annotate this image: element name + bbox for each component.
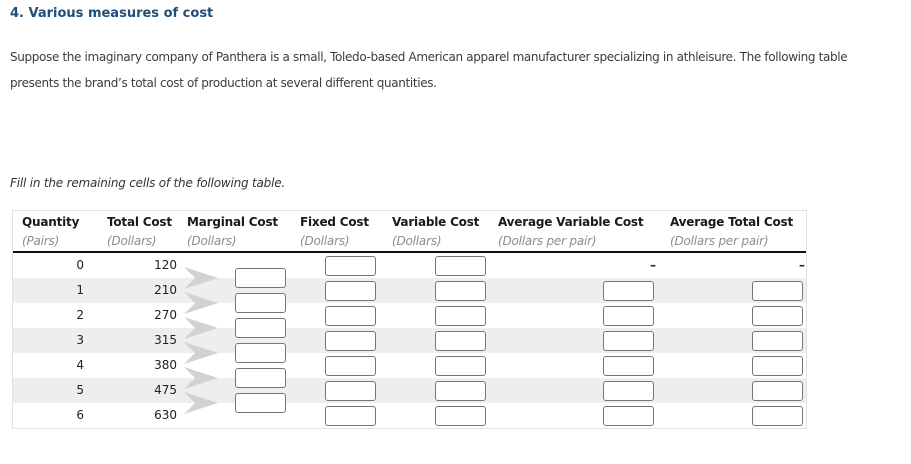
fixed-cost-input-row2[interactable] [325, 306, 376, 326]
table-row [13, 253, 806, 278]
avg-total-cost-input-row5[interactable] [752, 381, 803, 401]
column-header-avg-variable-cost: Average Variable Cost (Dollars per pair) [498, 213, 644, 251]
intro-line: Suppose the imaginary company of Panther… [10, 50, 848, 64]
avg-total-cost-input-row1[interactable] [752, 281, 803, 301]
column-label: Average Variable Cost [498, 215, 644, 229]
marginal-cost-input-row4[interactable] [235, 343, 286, 363]
quantity-cell: 1 [76, 283, 84, 297]
quantity-cell: 5 [76, 383, 84, 397]
column-label: Average Total Cost [670, 215, 794, 229]
avg-variable-cost-input-row5[interactable] [603, 381, 654, 401]
avg-variable-cost-input-row1[interactable] [603, 281, 654, 301]
column-label: Variable Cost [392, 215, 480, 229]
avg-variable-cost-input-row2[interactable] [603, 306, 654, 326]
marginal-cost-chevron-icon [184, 317, 218, 339]
marginal-cost-input-row3[interactable] [235, 318, 286, 338]
table-header: Quantity (Pairs) Total Cost (Dollars) Ma… [13, 211, 806, 253]
column-label: Marginal Cost [187, 215, 278, 229]
variable-cost-input-row0[interactable] [435, 256, 486, 276]
avg-total-cost-dash: – [799, 258, 805, 272]
avg-variable-cost-dash: – [650, 258, 656, 272]
variable-cost-input-row5[interactable] [435, 381, 486, 401]
table-row [13, 278, 806, 303]
column-header-marginal-cost: Marginal Cost (Dollars) [187, 213, 278, 251]
fixed-cost-input-row5[interactable] [325, 381, 376, 401]
column-header-quantity: Quantity (Pairs) [22, 213, 79, 251]
avg-total-cost-input-row2[interactable] [752, 306, 803, 326]
column-unit: (Dollars) [392, 234, 442, 248]
total-cost-cell: 315 [154, 333, 177, 347]
column-header-fixed-cost: Fixed Cost (Dollars) [300, 213, 369, 251]
variable-cost-input-row3[interactable] [435, 331, 486, 351]
column-unit: (Dollars) [187, 234, 237, 248]
marginal-cost-input-row1[interactable] [235, 268, 286, 288]
marginal-cost-chevron-icon [184, 292, 218, 314]
intro-line: presents the brand’s total cost of produ… [10, 76, 437, 90]
avg-variable-cost-input-row3[interactable] [603, 331, 654, 351]
variable-cost-input-row6[interactable] [435, 406, 486, 426]
fixed-cost-input-row4[interactable] [325, 356, 376, 376]
table-row [13, 353, 806, 378]
marginal-cost-input-row6[interactable] [235, 393, 286, 413]
fixed-cost-input-row1[interactable] [325, 281, 376, 301]
intro-paragraph: Suppose the imaginary company of Panther… [10, 44, 848, 96]
quantity-cell: 4 [76, 358, 84, 372]
marginal-cost-chevron-icon [184, 342, 218, 364]
total-cost-cell: 210 [154, 283, 177, 297]
quantity-cell: 3 [76, 333, 84, 347]
fixed-cost-input-row3[interactable] [325, 331, 376, 351]
avg-variable-cost-input-row6[interactable] [603, 406, 654, 426]
column-header-total-cost: Total Cost (Dollars) [107, 213, 172, 251]
column-unit: (Pairs) [22, 234, 60, 248]
avg-variable-cost-input-row4[interactable] [603, 356, 654, 376]
page-title: 4. Various measures of cost [10, 6, 214, 21]
marginal-cost-chevron-icon [184, 392, 218, 414]
quantity-cell: 6 [76, 408, 84, 422]
column-header-variable-cost: Variable Cost (Dollars) [392, 213, 479, 251]
marginal-cost-input-row5[interactable] [235, 368, 286, 388]
fixed-cost-input-row0[interactable] [325, 256, 376, 276]
marginal-cost-input-row2[interactable] [235, 293, 286, 313]
avg-total-cost-input-row3[interactable] [752, 331, 803, 351]
variable-cost-input-row4[interactable] [435, 356, 486, 376]
fixed-cost-input-row6[interactable] [325, 406, 376, 426]
table-row [13, 328, 806, 353]
table-row [13, 303, 806, 328]
total-cost-cell: 630 [154, 408, 177, 422]
marginal-cost-chevron-icon [184, 267, 218, 289]
table-row [13, 403, 806, 428]
marginal-cost-chevron-icon [184, 367, 218, 389]
column-unit: (Dollars) [300, 234, 350, 248]
total-cost-cell: 380 [154, 358, 177, 372]
avg-total-cost-input-row6[interactable] [752, 406, 803, 426]
column-label: Total Cost [107, 215, 172, 229]
table-row [13, 378, 806, 403]
column-header-avg-total-cost: Average Total Cost (Dollars per pair) [670, 213, 793, 251]
column-unit: (Dollars per pair) [670, 234, 769, 248]
column-unit: (Dollars per pair) [498, 234, 597, 248]
variable-cost-input-row1[interactable] [435, 281, 486, 301]
header-rule [13, 251, 806, 253]
column-label: Fixed Cost [300, 215, 369, 229]
quantity-cell: 0 [76, 258, 84, 272]
variable-cost-input-row2[interactable] [435, 306, 486, 326]
column-label: Quantity [22, 215, 80, 229]
table-body: 0 1 2 3 4 5 6 120 210 270 315 380 475 63… [13, 253, 806, 428]
instruction-text: Fill in the remaining cells of the follo… [10, 176, 286, 190]
total-cost-cell: 270 [154, 308, 177, 322]
quantity-cell: 2 [76, 308, 84, 322]
avg-total-cost-input-row4[interactable] [752, 356, 803, 376]
cost-table: Quantity (Pairs) Total Cost (Dollars) Ma… [12, 210, 807, 429]
column-unit: (Dollars) [107, 234, 157, 248]
total-cost-cell: 475 [154, 383, 177, 397]
total-cost-cell: 120 [154, 258, 177, 272]
